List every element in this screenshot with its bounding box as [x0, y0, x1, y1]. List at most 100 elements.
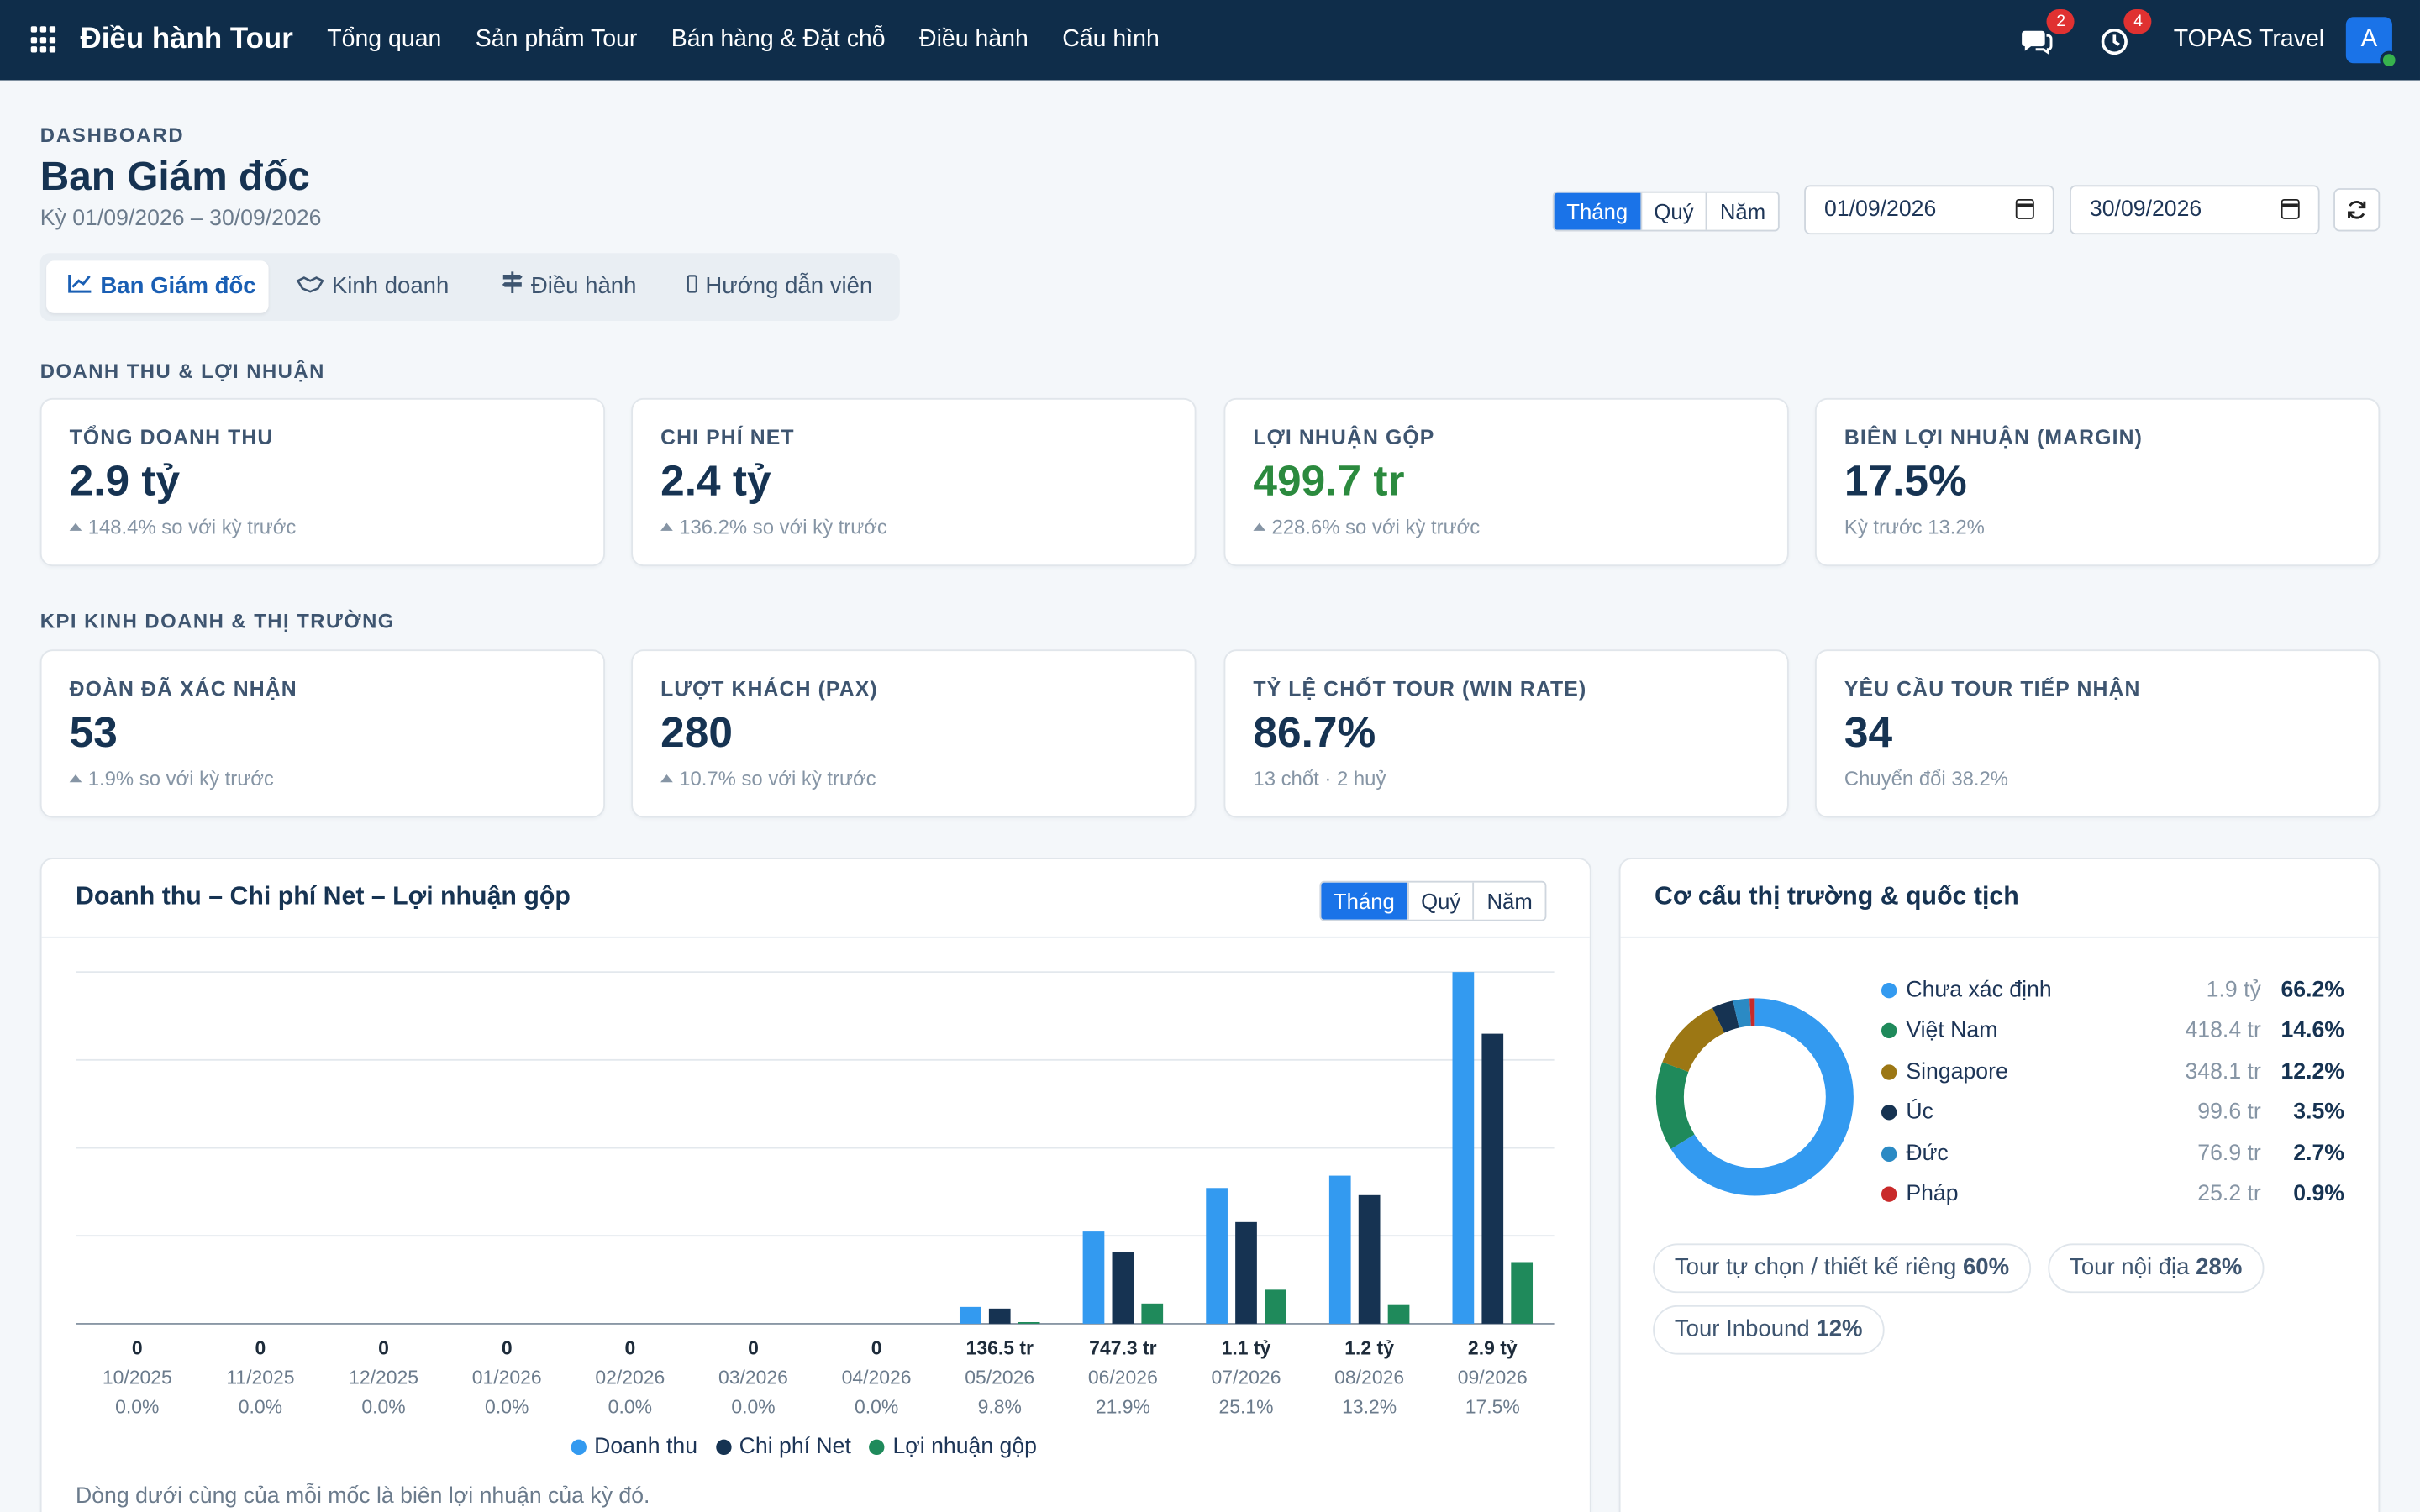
panel-title: Cơ cấu thị trường & quốc tịch — [1654, 882, 2019, 911]
legend-dot — [716, 1439, 732, 1456]
kpi-label: LƯỢT KHÁCH (PAX) — [660, 677, 878, 701]
kpi-label: LỢI NHUẬN GỘP — [1253, 425, 1435, 449]
app-title[interactable]: Điều hành Tour — [80, 23, 293, 56]
granularity-year[interactable]: Năm — [1706, 192, 1778, 230]
date-from-input[interactable]: 01/09/2026 — [1804, 185, 2054, 235]
x-tick-label: 02/2026 — [595, 1367, 665, 1389]
legend-item-net-cost[interactable]: Chi phí Net — [716, 1435, 851, 1460]
kpi-trend: 148.4% so với kỳ trước — [69, 515, 297, 539]
margin-label: 0.0% — [608, 1395, 652, 1417]
bar-gross-profit[interactable] — [1018, 1322, 1040, 1324]
nav-operations[interactable]: Điều hành — [919, 26, 1028, 53]
tab-board[interactable]: Ban Giám đốc — [46, 260, 269, 313]
donut-slice[interactable] — [1655, 998, 1854, 1196]
x-tick-label: 10/2025 — [103, 1367, 172, 1389]
tab-label: Hướng dẫn viên — [705, 273, 873, 300]
refresh-button[interactable] — [2333, 188, 2381, 232]
handshake-icon — [296, 276, 324, 293]
tab-operations[interactable]: Điều hành — [502, 260, 636, 312]
bar-net-cost[interactable] — [988, 1308, 1011, 1324]
market-amount: 76.9 tr — [2197, 1141, 2261, 1166]
market-amount: 1.9 tỷ — [2206, 978, 2261, 1003]
margin-label: 0.0% — [485, 1395, 529, 1417]
bar-revenue[interactable] — [959, 1306, 981, 1324]
kpi-trend: 136.2% so với kỳ trước — [660, 515, 887, 538]
trend-up-icon — [69, 522, 82, 531]
pill-label: Tour nội địa — [2070, 1254, 2190, 1281]
bar-gross-profit[interactable] — [1387, 1304, 1410, 1324]
tour-type-pill-domestic: Tour nội địa 28% — [2048, 1243, 2265, 1294]
tab-sales[interactable]: Kinh doanh — [296, 260, 449, 312]
calendar-icon[interactable] — [2281, 198, 2300, 219]
granularity-quarter[interactable]: Quý — [1639, 192, 1706, 230]
market-color-dot — [1881, 982, 1897, 999]
trend-up-icon — [69, 774, 82, 783]
margin-label: 0.0% — [115, 1395, 159, 1417]
x-tick-label: 09/2026 — [1458, 1367, 1528, 1389]
period-label: Kỳ 01/09/2026 – 30/09/2026 — [39, 207, 322, 232]
x-tick-label: 06/2026 — [1088, 1367, 1158, 1389]
bar-revenue[interactable] — [1206, 1188, 1228, 1324]
market-amount: 25.2 tr — [2197, 1181, 2261, 1207]
bar-gross-profit[interactable] — [1141, 1303, 1164, 1324]
card-total-revenue: TỔNG DOANH THU 2.9 tỷ 148.4% so với kỳ t… — [39, 397, 605, 567]
granularity-quarter[interactable]: Quý — [1407, 882, 1473, 920]
kpi-trend-text: 148.4% so với kỳ trước — [87, 515, 297, 539]
apps-grid-icon[interactable] — [30, 26, 59, 54]
legend-item-gross-profit[interactable]: Lợi nhuận gộp — [869, 1435, 1037, 1460]
x-tick-label: 03/2026 — [718, 1367, 788, 1389]
bar-revenue[interactable] — [1452, 972, 1475, 1324]
section-revenue-label: DOANH THU & LỢI NHUẬN — [39, 359, 325, 383]
pill-label: Tour Inbound — [1674, 1315, 1810, 1342]
bar-net-cost[interactable] — [1235, 1221, 1257, 1324]
card-pax: LƯỢT KHÁCH (PAX) 280 10.7% so với kỳ trư… — [631, 649, 1197, 818]
bar-gross-profit[interactable] — [1511, 1262, 1534, 1324]
bar-value-label: 1.1 tỷ — [1222, 1337, 1271, 1359]
market-row: Đức 76.9 tr 2.7% — [1881, 1138, 2344, 1169]
nav-settings[interactable]: Cấu hình — [1062, 26, 1160, 53]
granularity-year[interactable]: Năm — [1472, 882, 1545, 920]
tab-label: Ban Giám đốc — [100, 273, 256, 300]
bar-value-label: 1.2 tỷ — [1344, 1337, 1394, 1359]
user-avatar[interactable]: A — [2345, 17, 2399, 70]
bar-net-cost[interactable] — [1112, 1252, 1134, 1324]
kpi-trend: 10.7% so với kỳ trước — [660, 767, 876, 790]
activity-button[interactable]: 4 — [2096, 9, 2153, 59]
margin-label: 9.8% — [978, 1395, 1022, 1417]
market-amount: 348.1 tr — [2185, 1059, 2261, 1084]
market-name: Chưa xác định — [1906, 978, 2052, 1003]
bar-gross-profit[interactable] — [1265, 1289, 1286, 1324]
granularity-month[interactable]: Tháng — [1321, 882, 1407, 920]
x-tick-label: 01/2026 — [472, 1367, 542, 1389]
market-name: Singapore — [1906, 1059, 2008, 1084]
company-switcher[interactable]: TOPAS Travel — [2173, 26, 2325, 53]
bar-net-cost[interactable] — [1481, 1033, 1504, 1324]
calendar-icon[interactable] — [2015, 198, 2034, 219]
bar-revenue[interactable] — [1082, 1231, 1105, 1324]
nav-tour-products[interactable]: Sản phẩm Tour — [475, 26, 638, 53]
bar-value-label: 0 — [624, 1337, 635, 1359]
bar-revenue[interactable] — [1328, 1175, 1351, 1324]
tab-guides[interactable]: Hướng dẫn viên — [687, 260, 872, 312]
legend-item-revenue[interactable]: Doanh thu — [571, 1435, 697, 1460]
bar-net-cost[interactable] — [1358, 1194, 1381, 1324]
market-color-dot — [1881, 1145, 1897, 1162]
kpi-label: TỔNG DOANH THU — [69, 425, 274, 449]
chat-badge: 2 — [2047, 9, 2075, 34]
legend-label: Lợi nhuận gộp — [892, 1435, 1037, 1460]
market-name: Việt Nam — [1906, 1018, 1998, 1044]
date-to-input[interactable]: 30/09/2026 — [2070, 185, 2320, 235]
market-amount: 418.4 tr — [2185, 1018, 2261, 1044]
kpi-trend: 1.9% so với kỳ trước — [69, 767, 274, 790]
chat-button[interactable]: 2 — [2019, 9, 2075, 59]
donut-slice[interactable] — [1655, 998, 1854, 1196]
activity-badge: 4 — [2124, 9, 2153, 34]
granularity-month[interactable]: Tháng — [1554, 192, 1640, 230]
nav-sales-booking[interactable]: Bán hàng & Đặt chỗ — [671, 26, 886, 53]
nav-overview[interactable]: Tổng quan — [327, 26, 442, 53]
section-kpi-label: KPI KINH DOANH & THỊ TRƯỜNG — [39, 609, 395, 633]
legend-dot — [869, 1439, 886, 1456]
trend-up-icon — [1253, 522, 1266, 531]
kpi-label: YÊU CẦU TOUR TIẾP NHẬN — [1844, 677, 2141, 701]
online-status-dot — [2380, 50, 2399, 70]
